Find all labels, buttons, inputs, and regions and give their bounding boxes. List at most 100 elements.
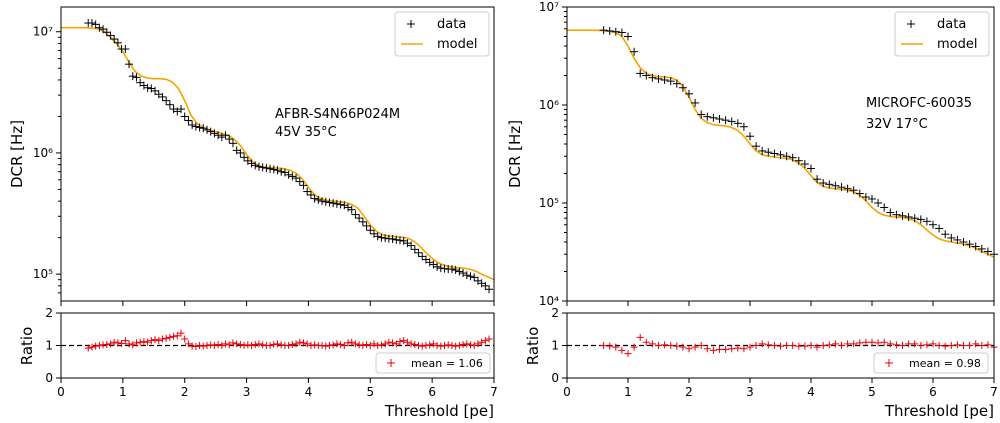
right-model-line: [567, 29, 995, 258]
left-data-point: [251, 161, 260, 170]
right-ratio-point: [648, 340, 656, 348]
left-ratio-point: [411, 341, 419, 349]
left-legend-data-marker: [407, 20, 415, 28]
right-ratio-point: [819, 342, 827, 349]
left-ratio-xtick-label-2: 2: [181, 385, 189, 399]
left-data-point: [292, 174, 301, 183]
right-dcr-ytick-label-0: 10⁴: [539, 294, 559, 308]
left-ratio-point: [95, 342, 103, 349]
left-data-point: [87, 19, 96, 28]
left-ratio-point: [463, 340, 471, 348]
right-ratio-point: [905, 340, 913, 348]
right-ratio-point: [728, 345, 736, 353]
right-ratio-frame: [566, 312, 995, 379]
right-ratio-point: [691, 343, 699, 351]
left-ratio-point: [466, 341, 474, 349]
left-ratio-point: [259, 341, 267, 349]
right-ratio-point: [642, 338, 650, 346]
right-ratio-point: [636, 333, 644, 341]
left-ratio-point: [403, 338, 411, 346]
left-ratio-point: [84, 344, 92, 352]
left-ratio-point: [407, 340, 415, 348]
right-data-point: [837, 183, 846, 192]
right-dcr-plot-area: [567, 26, 998, 259]
right-ratio-point: [764, 341, 772, 349]
right-ratio-point: [874, 339, 882, 347]
left-data-point: [184, 116, 193, 125]
right-ratio-point: [892, 341, 900, 349]
right-data-point: [691, 98, 700, 107]
left-ratio-point: [274, 340, 281, 348]
left-ratio-point: [210, 342, 218, 349]
left-ratio-point: [455, 342, 463, 349]
right-data-point: [648, 73, 657, 82]
right-ratio-point: [825, 341, 833, 349]
right-ratio-point: [972, 340, 980, 348]
right-ratio-point: [709, 346, 717, 354]
left-data-point: [462, 271, 471, 280]
left-ratio-point: [363, 341, 371, 349]
left-data-point: [366, 226, 375, 235]
right-dcr-ytick-label-3: 10⁷: [539, 0, 559, 14]
left-dcr-ytick-label-0: 10⁵: [33, 267, 53, 281]
right-data-point: [898, 211, 907, 220]
right-data-point: [843, 184, 852, 193]
left-data-point: [336, 200, 345, 209]
right-ratio-ylabel: Ratio: [524, 327, 542, 366]
left-ratio-point: [381, 340, 389, 348]
left-ratio-point: [155, 337, 163, 345]
right-ratio-point: [661, 341, 669, 349]
left-data-point: [303, 187, 312, 196]
left-data-point: [269, 165, 278, 174]
right-ratio-point: [655, 342, 662, 349]
left-ratio-point: [125, 340, 133, 348]
right-data-point: [935, 224, 944, 233]
right-data-point: [709, 113, 718, 122]
right-data-point: [599, 26, 608, 35]
right-data-point: [788, 153, 797, 162]
left-data-point: [206, 127, 215, 136]
left-ratio-legend-marker: [387, 359, 395, 367]
right-data-point: [849, 186, 858, 195]
left-ratio-point: [240, 342, 248, 349]
right-ratio-xtick-label-5: 5: [868, 385, 876, 399]
right-data-point: [782, 152, 791, 161]
right-data-point: [916, 215, 925, 224]
left-ratio-point: [318, 342, 326, 349]
left-ratio-point: [299, 339, 307, 347]
right-ratio-point: [789, 342, 797, 349]
right-data-point: [965, 240, 974, 249]
left-data-point: [295, 177, 304, 186]
left-data-point: [102, 28, 111, 37]
right-ratio-point: [868, 338, 876, 346]
left-annotation-device: AFBR-S4N66P024M: [275, 107, 400, 122]
left-ratio-point: [474, 340, 482, 348]
left-ratio-point: [236, 341, 244, 349]
left-ratio-xtick-label-3: 3: [243, 385, 251, 399]
left-data-point: [266, 164, 275, 173]
left-data-point: [310, 194, 319, 203]
right-dcr-ylabel: DCR [Hz]: [506, 120, 524, 188]
left-ratio-frame: [60, 312, 495, 379]
left-data-point: [284, 170, 293, 179]
left-ratio-point: [422, 342, 430, 349]
left-ratio-legend-label: mean = 1.06: [411, 357, 483, 370]
right-legend-data-marker: [907, 20, 915, 28]
left-ratio-point: [225, 341, 233, 349]
right-ratio-point: [673, 342, 681, 350]
left-ratio-point: [311, 341, 319, 349]
right-ratio-point: [929, 340, 937, 348]
left-data-point: [355, 214, 364, 223]
left-ratio-ylabel: Ratio: [18, 327, 36, 366]
left-data-point: [247, 159, 256, 168]
left-data-point: [332, 199, 341, 208]
left-data-point: [347, 205, 356, 214]
right-legend-model-label: model: [937, 37, 977, 52]
right-ratio-point: [917, 342, 925, 349]
left-ratio-point: [470, 342, 478, 349]
left-ratio-point: [448, 342, 456, 349]
right-ratio-xtick-label-0: 0: [563, 385, 571, 399]
right-ratio-point: [600, 342, 608, 349]
right-ratio-point: [758, 340, 766, 348]
